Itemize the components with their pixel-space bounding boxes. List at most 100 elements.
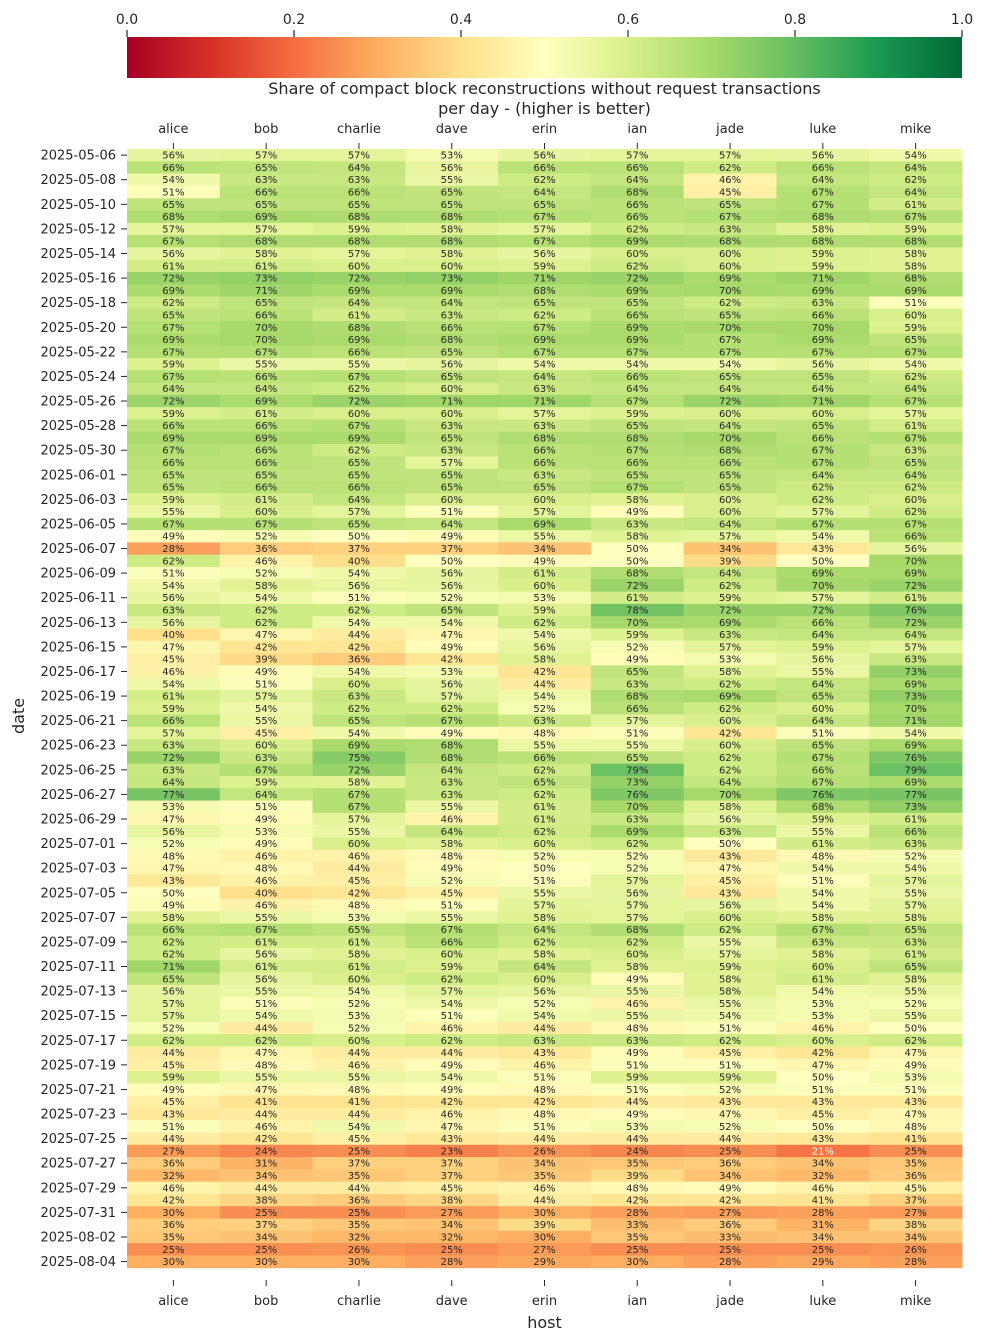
cell-value-label: 42%: [348, 888, 370, 899]
heatmap-cell: [219, 1058, 314, 1072]
y-tick-label: 2025-06-27: [40, 788, 116, 803]
cell-value-label: 72%: [719, 606, 741, 617]
cell-value-label: 58%: [348, 950, 370, 961]
cell-value-label: 63%: [812, 937, 834, 948]
heatmap-cell: [405, 689, 499, 703]
y-tick-label: 2025-06-05: [40, 517, 116, 532]
heatmap-cell: [405, 235, 499, 248]
heatmap-cell: [219, 1095, 314, 1109]
heatmap-cell: [219, 935, 314, 949]
cell-value-label: 56%: [904, 544, 926, 555]
cell-value-label: 62%: [348, 606, 370, 617]
cell-value-label: 65%: [719, 200, 741, 211]
cell-value-label: 67%: [162, 519, 184, 530]
heatmap-cell: [405, 431, 499, 445]
y-tick-label: 2025-06-15: [40, 640, 116, 655]
cell-value-label: 54%: [533, 1011, 555, 1022]
heatmap-cell: [590, 161, 685, 175]
cell-value-label: 45%: [719, 1048, 741, 1059]
heatmap-cell: [590, 185, 685, 199]
heatmap-cell: [498, 825, 592, 838]
heatmap-cell: [498, 554, 592, 568]
heatmap-cell: [312, 542, 406, 556]
cell-value-label: 60%: [348, 409, 370, 420]
heatmap-cell: [498, 653, 592, 666]
cell-value-label: 64%: [719, 778, 741, 789]
cell-value-label: 51%: [626, 1085, 648, 1096]
heatmap-cell: [312, 505, 406, 519]
heatmap-cell: [498, 689, 592, 703]
cell-value-label: 52%: [348, 999, 370, 1010]
cell-value-label: 59%: [162, 1073, 184, 1084]
cell-value-label: 72%: [904, 618, 926, 629]
heatmap-cell: [219, 1144, 314, 1158]
heatmap-cell: [127, 1071, 221, 1084]
heatmap-cell: [776, 1243, 870, 1256]
cell-value-label: 64%: [533, 372, 555, 383]
heatmap-cell: [869, 1255, 963, 1269]
heatmap-cell: [776, 886, 870, 900]
heatmap-cell: [869, 345, 963, 359]
heatmap-cell: [498, 1107, 592, 1121]
heatmap-cell: [405, 1193, 499, 1207]
cell-value-label: 69%: [904, 778, 926, 789]
cell-value-label: 60%: [533, 495, 555, 506]
heatmap-cell: [683, 1034, 777, 1047]
cell-value-label: 27%: [162, 1146, 184, 1157]
heatmap-cell: [869, 640, 963, 654]
cell-value-label: 51%: [162, 569, 184, 580]
heatmap-cell: [776, 984, 870, 998]
heatmap-cell: [590, 923, 685, 937]
cell-value-label: 71%: [441, 397, 463, 408]
heatmap-cell: [869, 444, 963, 457]
heatmap-cell: [127, 862, 221, 875]
heatmap-cell: [219, 960, 314, 974]
cell-value-label: 72%: [626, 274, 648, 285]
heatmap-cell: [590, 1083, 685, 1097]
cell-value-label: 67%: [533, 323, 555, 334]
cell-value-label: 59%: [255, 778, 277, 789]
heatmap-cell: [590, 271, 685, 285]
cell-value-label: 40%: [162, 630, 184, 641]
cell-value-label: 24%: [255, 1146, 277, 1157]
heatmap-cell: [219, 1243, 314, 1256]
cell-value-label: 58%: [348, 778, 370, 789]
heatmap-cell: [869, 566, 963, 580]
cell-value-label: 65%: [719, 372, 741, 383]
heatmap-cell: [776, 419, 870, 433]
cell-value-label: 63%: [162, 765, 184, 776]
cell-value-label: 33%: [719, 1232, 741, 1243]
cell-value-label: 66%: [626, 310, 648, 321]
heatmap-cell: [498, 665, 592, 679]
cell-value-label: 36%: [904, 1171, 926, 1182]
heatmap-cell: [869, 284, 963, 298]
cell-value-label: 31%: [255, 1159, 277, 1170]
heatmap-cell: [498, 751, 592, 765]
cell-value-label: 37%: [348, 544, 370, 555]
cell-value-label: 69%: [162, 433, 184, 444]
cell-value-label: 64%: [441, 827, 463, 838]
cell-value-label: 57%: [348, 814, 370, 825]
cell-value-label: 63%: [626, 519, 648, 530]
heatmap-cell: [219, 259, 314, 273]
cell-value-label: 62%: [441, 974, 463, 985]
heatmap-cell: [869, 874, 963, 888]
heatmap-cell: [869, 1046, 963, 1060]
heatmap-cell: [683, 984, 777, 998]
cell-value-label: 50%: [533, 864, 555, 875]
heatmap-cell: [498, 1181, 592, 1195]
cell-value-label: 79%: [626, 765, 648, 776]
cell-value-label: 64%: [904, 470, 926, 481]
cell-value-label: 65%: [441, 433, 463, 444]
heatmap-cell: [498, 530, 592, 543]
y-tick-label: 2025-07-29: [40, 1181, 116, 1196]
colorbar-tick-label: 0.2: [283, 12, 305, 28]
y-tick-label: 2025-07-09: [40, 935, 116, 950]
cell-value-label: 64%: [719, 569, 741, 580]
cell-value-label: 49%: [441, 728, 463, 739]
heatmap-cell: [405, 370, 499, 384]
heatmap-cell: [590, 1230, 685, 1244]
cell-value-label: 66%: [626, 372, 648, 383]
cell-value-label: 59%: [162, 360, 184, 371]
cell-value-label: 64%: [719, 519, 741, 530]
